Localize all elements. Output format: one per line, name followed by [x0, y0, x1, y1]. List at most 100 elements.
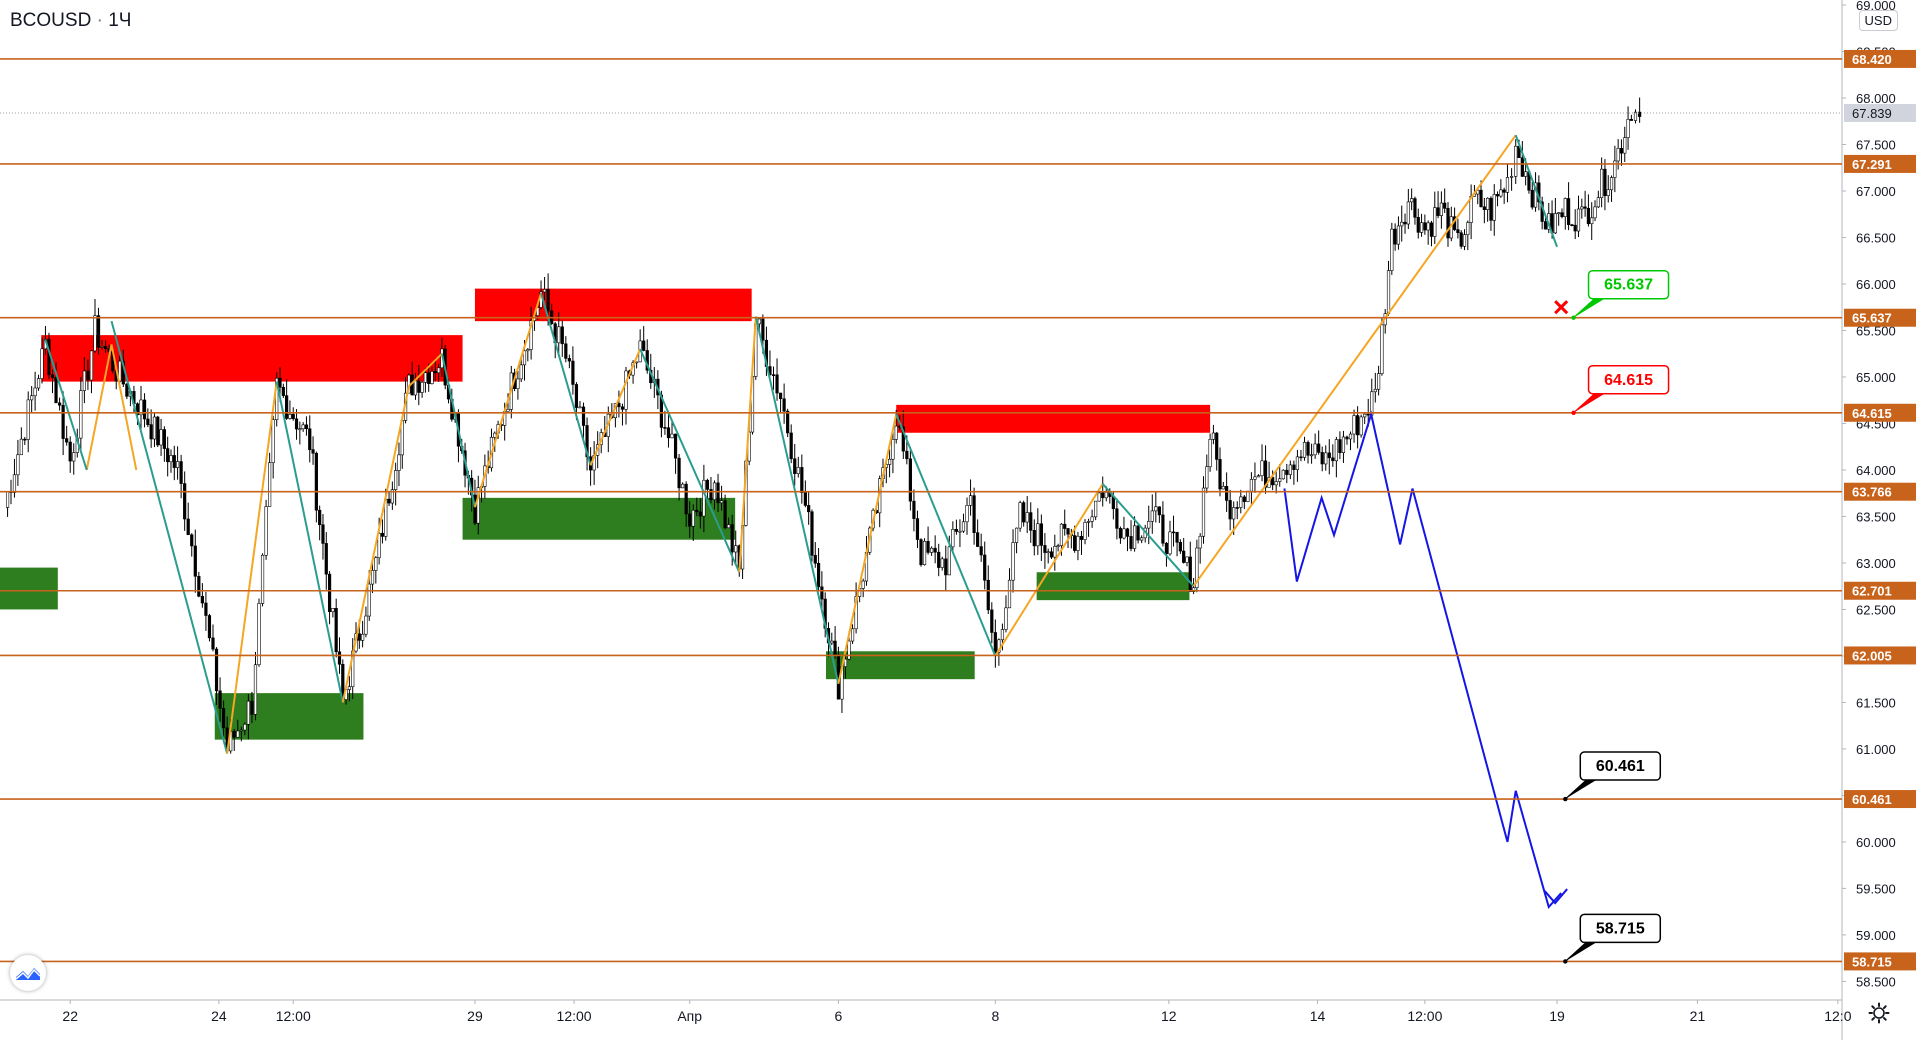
candle-body — [1433, 207, 1437, 237]
candle-body — [1419, 222, 1424, 233]
candle-body — [542, 289, 547, 293]
support-zone — [0, 567, 58, 610]
y-tick-label: 59.000 — [1856, 928, 1896, 943]
candle-body — [57, 402, 62, 406]
candle-body — [275, 377, 279, 420]
callout-box — [1579, 751, 1662, 781]
candle-body — [321, 524, 325, 544]
candle-body — [1313, 443, 1317, 456]
candle-body — [40, 348, 44, 379]
candle-body — [5, 491, 10, 508]
callout-anchor-dot — [1563, 796, 1568, 802]
candle-body — [30, 395, 34, 401]
x-tick-label: 12:00 — [1407, 1008, 1442, 1024]
candle-body — [1000, 629, 1005, 641]
callout-label: 65.637 — [1604, 277, 1653, 294]
level-label-box — [1844, 581, 1916, 600]
candle-body — [1576, 208, 1581, 232]
y-tick-label: 65.000 — [1856, 370, 1896, 385]
candle-body — [1486, 197, 1490, 210]
x-tick-label: 6 — [835, 1008, 843, 1024]
candle-body — [571, 360, 575, 385]
candle-body — [437, 367, 441, 374]
candle-body — [1299, 456, 1303, 459]
wave-line — [440, 353, 476, 508]
candle-body — [807, 505, 811, 513]
candle-body — [50, 374, 55, 378]
candle-body — [1603, 168, 1607, 196]
candle-body — [169, 455, 173, 463]
candle-body — [200, 595, 204, 604]
candle-body — [891, 439, 895, 460]
candle-body — [1086, 521, 1091, 523]
candle-body — [327, 573, 332, 612]
level-label: 68.420 — [1852, 52, 1892, 67]
candle-body — [257, 603, 261, 666]
candle-body — [1482, 206, 1486, 210]
candle-body — [901, 426, 905, 452]
candle-body — [519, 364, 523, 380]
candle-body — [146, 418, 150, 425]
candle-body — [1115, 508, 1119, 529]
candle-body — [204, 602, 208, 616]
settings-gear-icon[interactable] — [1868, 1002, 1890, 1024]
wave-line — [226, 381, 278, 754]
candle-body — [1022, 502, 1026, 523]
candle-body — [152, 416, 157, 440]
level-label: 62.005 — [1852, 648, 1892, 663]
x-tick-label: 22 — [62, 1008, 78, 1024]
candle-body — [417, 380, 421, 393]
y-tick-label: 60.000 — [1856, 835, 1896, 850]
candle-body — [1079, 535, 1084, 540]
candle-body — [1136, 525, 1140, 541]
symbol-title: BCOUSD · 1Ч — [10, 10, 131, 32]
candle-body — [285, 395, 289, 419]
candle-body — [730, 524, 734, 553]
candle-body — [397, 454, 401, 471]
candle-body — [1228, 500, 1232, 520]
candle-body — [16, 454, 20, 476]
candle-body — [1007, 579, 1012, 609]
candle-body — [861, 580, 865, 589]
tradingview-logo-icon[interactable] — [10, 955, 46, 991]
candle-body — [1281, 469, 1285, 480]
currency-badge[interactable]: USD — [1858, 10, 1898, 31]
candle-body — [1324, 452, 1328, 465]
candle-body — [93, 315, 97, 352]
candle-body — [912, 500, 916, 519]
candle-body — [670, 433, 674, 439]
candle-body — [723, 500, 727, 529]
candle-body — [1104, 492, 1108, 499]
candle-body — [162, 429, 166, 449]
candle-body — [72, 452, 76, 462]
wave-line — [473, 292, 542, 508]
wave-line — [994, 483, 1104, 657]
candle-body — [1619, 148, 1624, 154]
candle-body — [1201, 487, 1206, 537]
candle-body — [1377, 373, 1381, 390]
x-tick-label: 29 — [467, 1008, 483, 1024]
price-axis: 58.50059.00059.50060.00060.50061.00061.5… — [1842, 0, 1916, 989]
candle-body — [89, 350, 94, 381]
x-tick-label: 24 — [211, 1008, 227, 1024]
y-tick-label: 62.500 — [1856, 602, 1896, 617]
candle-body — [268, 462, 272, 507]
candle-body — [944, 558, 948, 576]
candle-body — [1400, 221, 1404, 227]
candle-body — [560, 326, 564, 345]
candle-body — [1406, 201, 1410, 225]
candle-body — [1154, 506, 1158, 512]
wave-line — [639, 348, 741, 573]
candle-body — [1260, 460, 1264, 476]
candle-body — [1505, 177, 1510, 193]
last-price-box — [1844, 103, 1916, 122]
candle-body — [976, 532, 980, 547]
candle-body — [214, 648, 219, 692]
candle-body — [1596, 197, 1600, 208]
candle-body — [294, 418, 299, 430]
support-zone — [214, 693, 364, 740]
candle-body — [771, 374, 776, 376]
candle-body — [1557, 212, 1561, 214]
candle-body — [1278, 478, 1282, 482]
